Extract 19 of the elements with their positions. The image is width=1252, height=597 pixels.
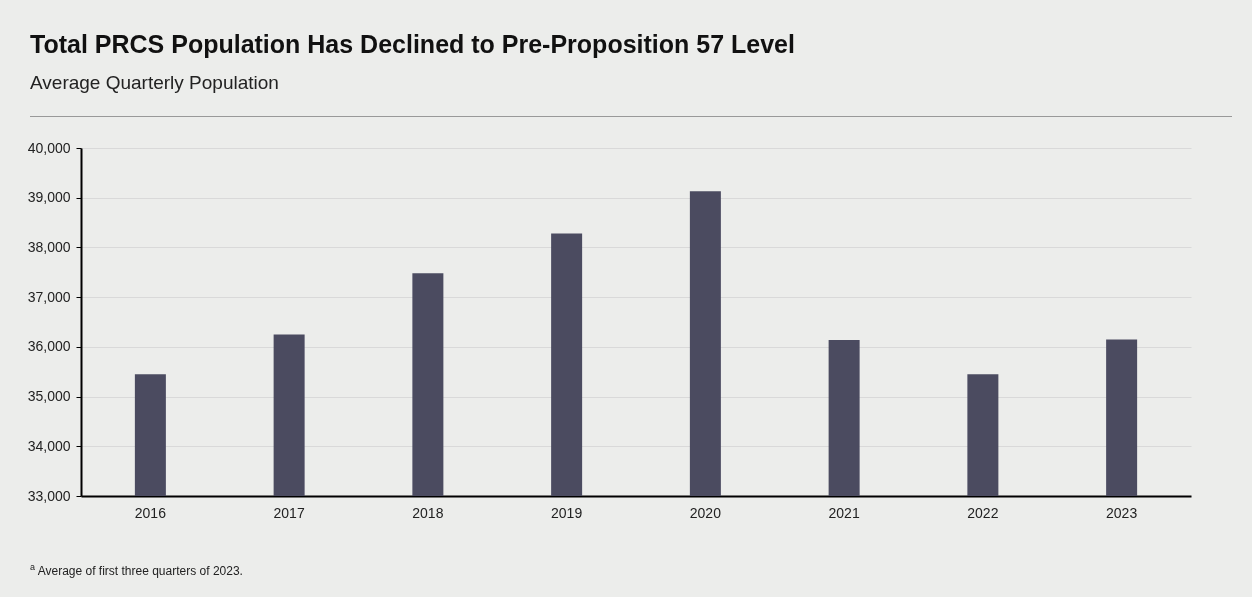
chart-subtitle: Average Quarterly Population — [30, 72, 279, 94]
x-tick-label: 2023 — [1106, 504, 1138, 521]
x-tick-label: 2022 — [967, 504, 999, 521]
y-tick-label: 34,000 — [27, 437, 71, 454]
x-tick-label: 2017 — [273, 504, 305, 521]
x-tick-label: 2018 — [412, 504, 444, 521]
y-tick-label: 33,000 — [27, 487, 71, 504]
y-tick-label: 40,000 — [27, 139, 71, 156]
y-tick-label: 35,000 — [27, 388, 71, 405]
y-tick-label: 36,000 — [27, 338, 71, 355]
x-tick-label: 2016 — [134, 504, 167, 521]
y-tick-label: 37,000 — [27, 288, 71, 305]
text: $^{a}$ Average of first three quarters of 2023. — [30, 562, 243, 578]
y-tick-label: 39,000 — [27, 189, 71, 206]
x-tick-label: 2020 — [689, 504, 722, 521]
y-tick-label: 38,000 — [27, 238, 71, 255]
chart-title: Total PRCS Population Has Declined to Pre-Proposition 57 Level — [30, 30, 795, 59]
x-tick-label: 2019 — [551, 504, 583, 521]
x-tick-label: 2021 — [828, 504, 860, 521]
